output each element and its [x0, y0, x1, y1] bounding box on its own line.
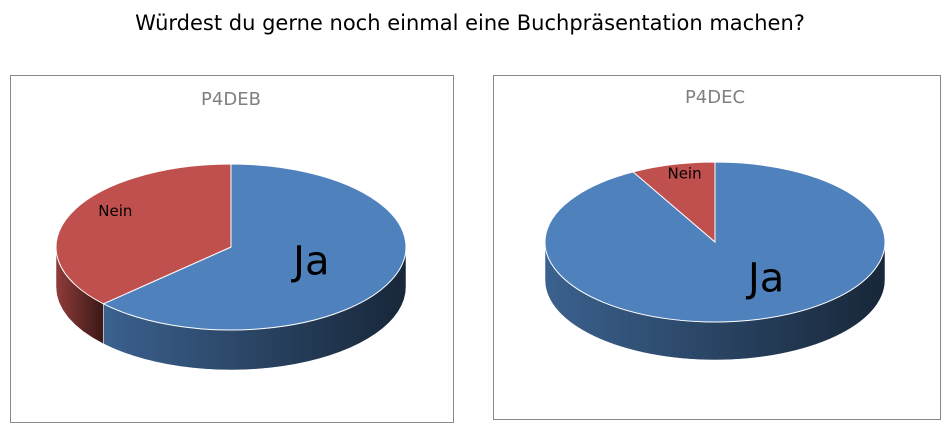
data-label: Nein	[98, 202, 132, 220]
pie-slice	[632, 161, 716, 244]
chart-title: P4DEC	[685, 87, 745, 108]
pie-slice	[102, 163, 407, 331]
pie-slice	[55, 163, 232, 305]
page-title: Würdest du gerne noch einmal eine Buchpr…	[135, 11, 805, 35]
chart-title: P4DEB	[201, 89, 261, 110]
pie-slice	[544, 161, 886, 323]
data-label: Nein	[667, 165, 701, 183]
data-label: Ja	[745, 256, 784, 302]
data-label: Ja	[290, 238, 329, 284]
